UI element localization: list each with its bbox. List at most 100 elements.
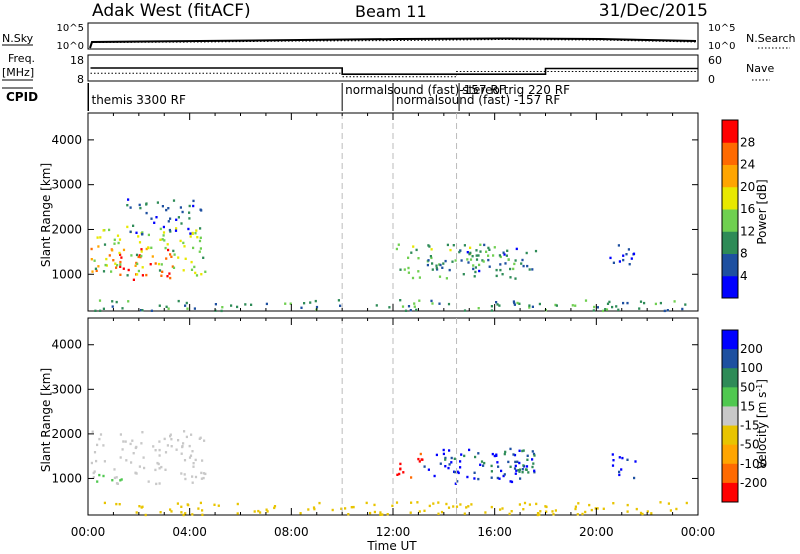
velocity-data-cell: [590, 508, 593, 512]
power-data-cell: [531, 305, 534, 308]
velocity-data-cell: [183, 430, 186, 433]
velocity-data-cell: [119, 479, 122, 482]
velocity-data-cell: [634, 460, 637, 463]
velocity-data-cell: [192, 465, 195, 468]
velocity-data-cell: [124, 440, 127, 443]
power-data-cell: [412, 245, 415, 248]
power-data-cell: [468, 252, 471, 256]
power-data-cell: [495, 301, 498, 304]
power-data-cell: [441, 266, 444, 269]
velocity-data-cell: [504, 450, 507, 454]
power-data-cell: [132, 224, 135, 227]
power-data-cell: [459, 249, 462, 252]
power-data-cell: [150, 309, 153, 312]
velocity-ylabel: Slant Range [km]: [39, 368, 53, 472]
velocity-data-cell: [468, 448, 471, 452]
power-data-cell: [195, 229, 198, 232]
velocity-data-cell: [111, 479, 114, 482]
power-data-cell: [145, 273, 148, 277]
power-data-cell: [199, 247, 202, 250]
power-data-cell: [188, 204, 191, 208]
beam-title: Beam 11: [355, 2, 427, 21]
velocity-data-cell: [159, 511, 162, 514]
power-data-cell: [179, 239, 182, 243]
power-data-cell: [528, 268, 531, 271]
velocity-data-cell: [480, 460, 484, 463]
velocity-data-cell: [452, 505, 455, 508]
velocity-colorbar-tick: -100: [740, 457, 767, 471]
velocity-data-cell: [175, 448, 178, 451]
power-data-cell: [469, 258, 473, 261]
power-data-cell: [617, 308, 620, 311]
velocity-data-cell: [459, 503, 462, 506]
velocity-data-cell: [120, 478, 123, 481]
power-data-cell: [185, 301, 188, 305]
time-axis-label: Time UT: [366, 539, 417, 553]
power-data-cell: [493, 246, 496, 249]
power-colorbar-swatch: [722, 164, 738, 188]
velocity-data-cell: [459, 466, 462, 469]
velocity-data-cell: [490, 464, 493, 468]
power-data-cell: [622, 301, 625, 305]
velocity-data-cell: [122, 440, 125, 443]
power-data-cell: [170, 255, 173, 258]
velocity-data-cell: [532, 462, 535, 465]
power-data-cell: [615, 305, 618, 308]
velocity-data-cell: [143, 466, 146, 470]
velocity-data-cell: [519, 477, 522, 480]
velocity-colorbar: 200 100 50 15 -15 -50 -100 -200: [721, 329, 767, 503]
power-data-cell: [395, 247, 398, 251]
power-data-cell: [221, 306, 224, 309]
velocity-ytick-label: 2000: [51, 427, 82, 441]
power-data-cell: [478, 263, 481, 267]
power-data-cell: [126, 274, 129, 277]
velocity-data-cell: [439, 462, 442, 465]
power-data-cell: [574, 304, 577, 307]
power-data-cell: [94, 309, 97, 312]
power-data-cell: [681, 307, 684, 311]
velocity-data-cell: [158, 467, 161, 470]
velocity-data-cell: [379, 511, 382, 514]
time-tick-label: 12:00: [376, 525, 411, 539]
power-data-cell: [199, 236, 202, 239]
velocity-ytick-label: 3000: [51, 382, 82, 396]
velocity-data-cell: [463, 454, 466, 458]
velocity-data-cell: [479, 463, 482, 466]
power-colorbar-label: Power [dB]: [755, 179, 769, 244]
power-data-cell: [151, 255, 154, 258]
power-colorbar-swatch: [722, 231, 738, 254]
power-data-cell: [404, 309, 408, 312]
velocity-data-cell: [130, 461, 133, 464]
velocity-data-cell: [396, 473, 399, 476]
velocity-data-cell: [533, 471, 536, 474]
velocity-data-cell: [202, 472, 206, 475]
velocity-data-cell: [545, 505, 548, 509]
power-data-cell: [129, 206, 132, 209]
velocity-data-cell: [259, 511, 262, 514]
velocity-data-cell: [373, 503, 376, 507]
power-data-cell: [192, 246, 195, 250]
power-data-cell: [490, 309, 493, 312]
velocity-data-cell: [155, 482, 158, 486]
power-data-cell: [463, 244, 466, 247]
velocity-data-cell: [99, 433, 103, 436]
velocity-data-cell: [473, 477, 476, 480]
power-data-cell: [91, 270, 94, 273]
power-data-cell: [165, 257, 168, 260]
power-data-cell: [175, 227, 178, 230]
power-data-cell: [531, 268, 534, 271]
power-data-cell: [105, 257, 108, 261]
power-data-cell: [515, 247, 518, 251]
power-data-cell: [115, 300, 118, 304]
power-data-cell: [160, 263, 163, 266]
power-data-cell: [407, 266, 410, 270]
velocity-data-cell: [98, 473, 101, 477]
power-data-cell: [496, 303, 499, 306]
velocity-data-cell: [416, 501, 419, 504]
power-data-cell: [431, 262, 434, 265]
velocity-data-cell: [103, 460, 106, 463]
power-data-cell: [118, 238, 122, 241]
velocity-colorbar-swatch: [722, 368, 738, 388]
power-colorbar-swatch: [722, 275, 738, 299]
velocity-data-cell: [191, 450, 194, 453]
